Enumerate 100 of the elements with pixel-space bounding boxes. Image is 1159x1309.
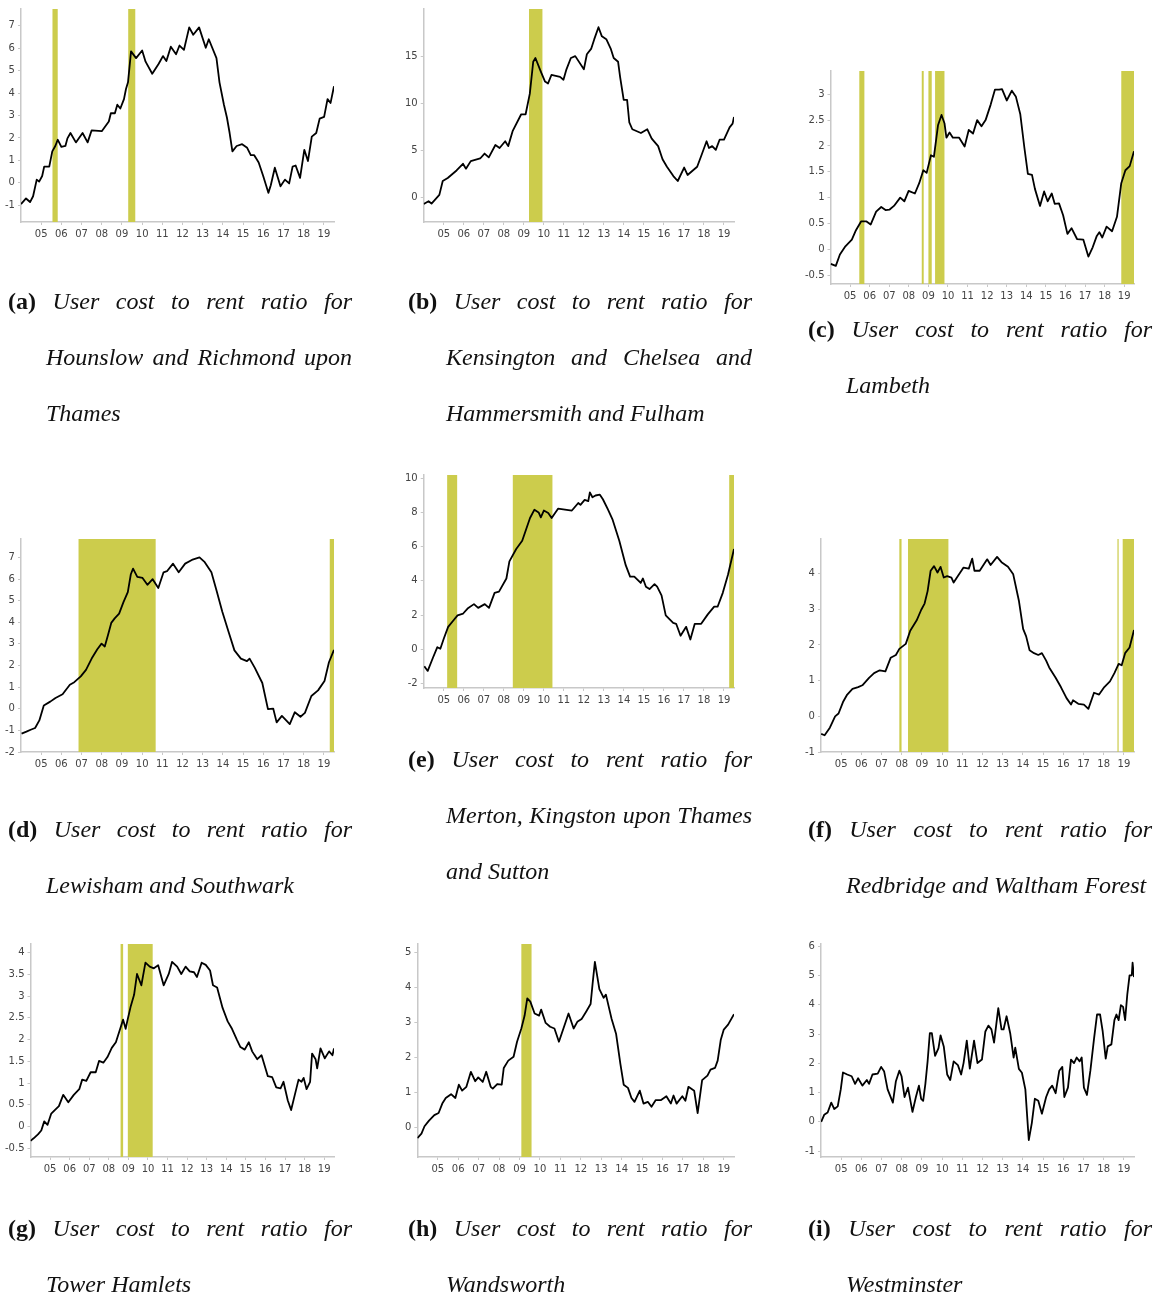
- y-tick-label: 4: [808, 567, 815, 579]
- y-tick-label: 0: [411, 642, 418, 654]
- chart-title: (d) User cost to rent ratio for Lewisham and Southwark: [8, 816, 352, 898]
- x-tick-label: 07: [477, 227, 491, 239]
- x-tick-label: 19: [317, 227, 331, 239]
- x-tick-label: 16: [1056, 757, 1070, 769]
- x-tick-label: 14: [617, 227, 631, 239]
- x-tick-label: 10: [141, 1162, 155, 1174]
- x-tick-label: 11: [553, 1162, 567, 1174]
- x-tick-label: 19: [717, 693, 731, 705]
- x-tick-label: 07: [875, 757, 888, 769]
- x-tick-label: 13: [594, 1162, 608, 1174]
- y-tick-label: 1: [18, 1076, 25, 1088]
- y-tick-label: 6: [808, 939, 815, 951]
- y-tick-label: -2: [4, 745, 15, 757]
- x-tick-label: 12: [176, 227, 189, 239]
- x-tick-label: 08: [497, 227, 511, 239]
- x-tick-label: 19: [317, 1162, 331, 1174]
- y-tick-label: 10: [404, 472, 418, 484]
- y-tick-label: 5: [808, 969, 815, 981]
- x-tick-label: 12: [577, 693, 591, 705]
- x-tick-label: 06: [54, 757, 68, 769]
- x-tick-label: 08: [902, 289, 916, 301]
- chart-title: (f) User cost to rent ratio for Redbridge and Waltham Forest: [808, 816, 1152, 898]
- y-tick-label: -1: [804, 745, 815, 757]
- x-tick-label: 10: [533, 1162, 547, 1174]
- y-tick-label: 4: [411, 574, 418, 586]
- x-tick-label: 19: [1117, 1162, 1131, 1174]
- x-tick-label: 07: [882, 289, 896, 301]
- y-tick-label: 6: [411, 540, 418, 552]
- x-tick-label: 16: [657, 693, 671, 705]
- y-tick-label: 0: [818, 242, 825, 254]
- x-tick-label: 16: [656, 1162, 669, 1174]
- y-tick-label: 1: [818, 191, 825, 203]
- chart-title: (i) User cost to rent ratio for Westminster: [808, 1215, 1152, 1297]
- x-tick-label: 17: [677, 693, 691, 705]
- y-tick-label: 3: [8, 637, 15, 649]
- x-tick-label: 12: [980, 289, 994, 301]
- x-tick-label: 18: [297, 757, 311, 769]
- y-tick-label: 3: [8, 109, 15, 121]
- y-tick-label: 0: [404, 1120, 412, 1132]
- x-tick-label: 16: [256, 757, 270, 769]
- y-tick-label: -1: [4, 198, 15, 210]
- y-tick-label: 2: [808, 638, 815, 650]
- y-tick-label: 2: [8, 659, 15, 671]
- x-tick-label: 10: [537, 693, 551, 705]
- x-tick-label: 12: [976, 1162, 989, 1174]
- x-tick-label: 08: [895, 1162, 909, 1174]
- x-tick-label: 14: [1016, 1162, 1030, 1174]
- x-tick-label: 17: [1077, 1162, 1090, 1174]
- x-tick-label: 19: [717, 227, 731, 239]
- y-tick-label: 5: [411, 143, 418, 155]
- y-tick-label: 3: [404, 1016, 412, 1028]
- x-tick-label: 18: [697, 693, 711, 705]
- x-tick-label: 11: [961, 289, 974, 301]
- y-tick-label: 0.5: [808, 217, 825, 229]
- y-tick-label: 4: [8, 615, 15, 627]
- x-tick-label: 17: [676, 1162, 690, 1174]
- x-tick-label: 09: [122, 1162, 135, 1174]
- x-tick-label: 05: [437, 227, 451, 239]
- x-tick-label: 16: [1056, 1162, 1070, 1174]
- y-tick-label: 0: [411, 191, 418, 203]
- x-tick-label: 10: [941, 289, 955, 301]
- x-tick-label: 09: [517, 227, 531, 239]
- chart-title: (e) User cost to rent ratio for Merton, Kingston upon Thames and Sutton: [408, 746, 752, 884]
- y-tick-label: 0: [8, 702, 15, 714]
- chart-title: (c) User cost to rent ratio for Lambeth: [808, 316, 1152, 398]
- x-tick-label: 08: [497, 693, 511, 705]
- x-tick-label: 05: [843, 289, 857, 301]
- x-tick-label: 13: [996, 1162, 1010, 1174]
- x-tick-label: 18: [297, 227, 311, 239]
- y-tick-label: 3: [808, 1027, 815, 1039]
- x-tick-label: 13: [196, 757, 210, 769]
- x-tick-label: 13: [597, 227, 611, 239]
- y-tick-label: 1.5: [8, 1054, 25, 1066]
- y-tick-label: 0: [18, 1120, 25, 1132]
- x-tick-label: 06: [863, 289, 877, 301]
- x-tick-label: 06: [854, 1162, 868, 1174]
- y-tick-label: 4: [18, 946, 25, 958]
- y-tick-label: 7: [8, 19, 15, 31]
- x-tick-label: 13: [1000, 289, 1014, 301]
- chart-title: (a) User cost to rent ratio for Hounslow and Richmond upon Thames: [8, 288, 352, 426]
- y-tick-label: 1: [8, 153, 15, 165]
- x-tick-label: 06: [854, 757, 868, 769]
- y-tick-label: 2: [411, 608, 418, 620]
- y-tick-label: 2: [818, 139, 825, 151]
- y-tick-label: 3.5: [8, 968, 25, 980]
- x-tick-label: 06: [457, 227, 471, 239]
- x-tick-label: 09: [915, 757, 929, 769]
- x-tick-label: 07: [472, 1162, 486, 1174]
- y-tick-label: -0.5: [805, 268, 825, 280]
- y-tick-label: -1: [4, 723, 15, 735]
- y-tick-label: 5: [404, 946, 412, 958]
- x-tick-label: 08: [492, 1162, 506, 1174]
- y-tick-label: 3: [818, 87, 825, 99]
- y-tick-label: 4: [8, 86, 15, 98]
- x-tick-label: 10: [935, 1162, 949, 1174]
- x-tick-label: 05: [834, 1162, 848, 1174]
- x-tick-label: 07: [82, 1162, 96, 1174]
- x-tick-label: 10: [135, 757, 149, 769]
